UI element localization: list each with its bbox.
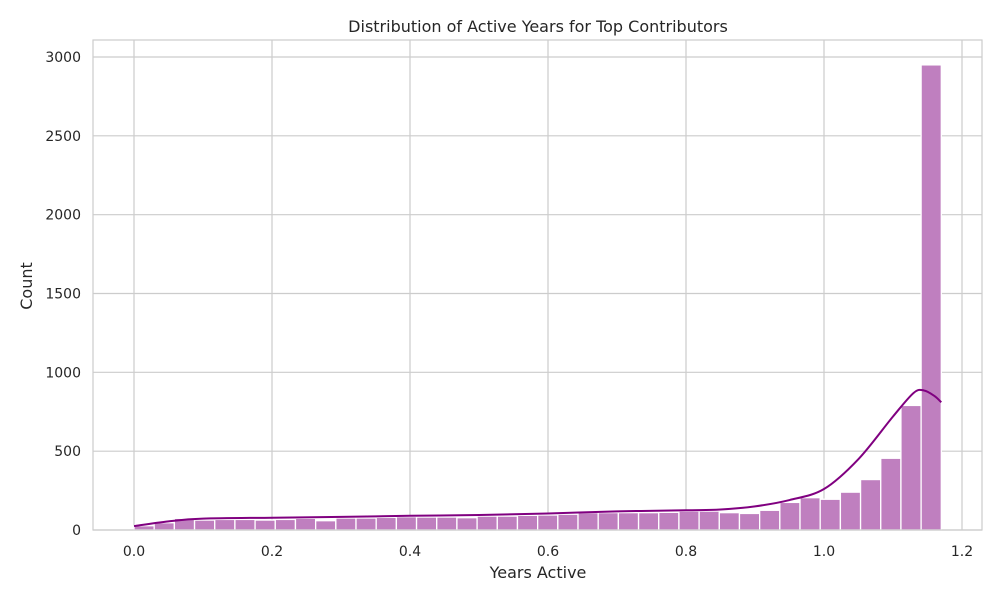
- histogram-bar: [335, 517, 357, 531]
- histogram-bar: [415, 516, 438, 531]
- histogram-bar: [274, 518, 297, 531]
- x-tick-label: 1.2: [951, 544, 973, 560]
- histogram-bar: [537, 514, 559, 531]
- histogram-bar: [496, 515, 519, 531]
- histogram-bar: [597, 512, 620, 531]
- x-tick-label: 0.2: [261, 544, 283, 560]
- histogram-bar: [779, 501, 801, 531]
- histogram-bar: [658, 511, 680, 531]
- histogram-bar: [436, 516, 458, 531]
- y-axis-label: Count: [17, 262, 36, 310]
- x-axis-ticks: 0.0 0.2 0.4 0.6 0.8 1.0 1.2: [123, 544, 973, 560]
- histogram-bar: [375, 516, 398, 531]
- y-tick-label: 1500: [45, 287, 81, 303]
- histogram-bar: [193, 519, 216, 531]
- x-tick-label: 1.0: [813, 544, 835, 560]
- histogram-bar: [718, 512, 741, 531]
- gridlines: [93, 40, 982, 531]
- histogram-bar: [456, 517, 478, 531]
- histogram-bar: [516, 514, 539, 531]
- histogram-bar: [617, 512, 640, 531]
- histogram-bar: [214, 518, 236, 531]
- kde-curve: [133, 388, 942, 528]
- x-tick-label: 0.0: [123, 544, 145, 560]
- x-tick-label: 0.8: [675, 544, 697, 560]
- y-tick-label: 1000: [45, 365, 81, 381]
- x-tick-label: 0.6: [537, 544, 559, 560]
- histogram-bar: [839, 491, 862, 531]
- histogram-bar: [900, 404, 922, 531]
- chart-title: Distribution of Active Years for Top Con…: [348, 17, 728, 36]
- histogram-bar: [738, 512, 761, 531]
- histogram-bar: [759, 509, 781, 531]
- histogram-bar: [859, 478, 882, 531]
- histogram-bar: [799, 497, 821, 531]
- histogram-bar: [234, 518, 256, 531]
- histogram-bar: [557, 513, 579, 531]
- y-tick-label: 2000: [45, 208, 81, 224]
- histogram-bar: [153, 522, 176, 531]
- y-tick-label: 500: [54, 444, 81, 460]
- histogram-bar: [678, 510, 700, 531]
- y-tick-label: 0: [72, 523, 81, 539]
- y-tick-label: 2500: [45, 129, 81, 145]
- histogram-bar: [254, 519, 276, 531]
- histogram-bar: [314, 520, 337, 531]
- histogram-bar: [395, 516, 418, 531]
- histogram-bar: [637, 512, 660, 531]
- plot-frame: [92, 39, 983, 531]
- histogram-bar: [577, 512, 599, 531]
- histogram-bar: [880, 457, 902, 531]
- histogram-bar: [476, 515, 498, 531]
- x-axis-label: Years Active: [489, 563, 587, 582]
- histogram-bar: [920, 64, 942, 531]
- histogram-bar: [355, 517, 377, 531]
- y-axis-ticks: 0 500 1000 1500 2000 2500 3000: [45, 50, 81, 539]
- histogram-bars: [133, 64, 942, 531]
- histogram-bar: [698, 510, 720, 531]
- histogram-bar: [294, 517, 317, 531]
- y-tick-label: 3000: [45, 50, 81, 66]
- x-tick-label: 0.4: [399, 544, 421, 560]
- histogram-bar: [819, 498, 842, 531]
